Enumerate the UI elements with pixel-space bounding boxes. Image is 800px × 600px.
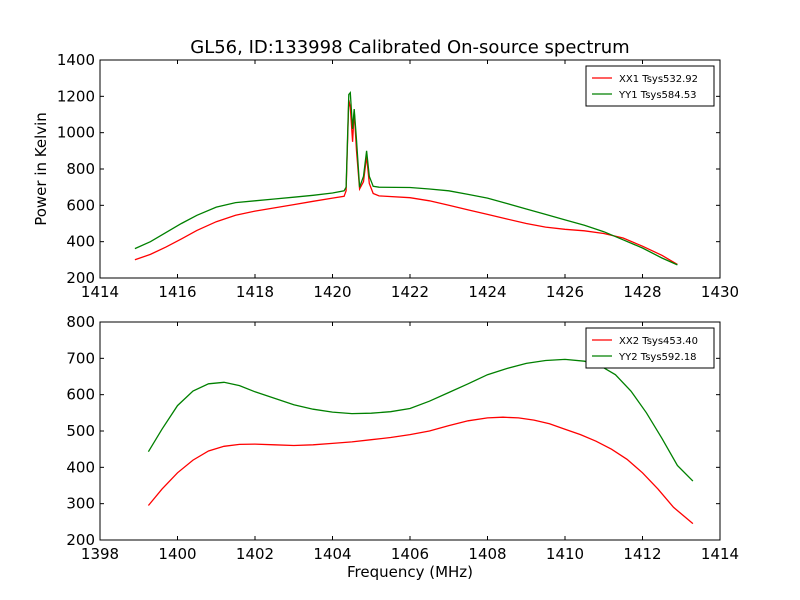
y-tick-label: 300	[66, 495, 95, 513]
x-axis-label: Frequency (MHz)	[347, 563, 473, 581]
x-tick-label: 1418	[236, 283, 274, 301]
x-tick-label: 1404	[313, 545, 351, 563]
x-tick-label: 1426	[546, 283, 584, 301]
legend: XX2 Tsys453.40 YY2 Tsys592.18	[585, 327, 715, 369]
x-tick-label: 1408	[468, 545, 506, 563]
legend-label: XX1 Tsys532.92	[619, 74, 698, 85]
y-tick-label: 600	[66, 196, 95, 214]
y-tick-label: 400	[66, 233, 95, 251]
y-tick-label: 200	[66, 531, 95, 549]
y-tick-label: 400	[66, 458, 95, 476]
x-tick-label: 1416	[158, 283, 196, 301]
series-line-1-2	[134, 91, 678, 266]
y-tick-label: 600	[66, 386, 95, 404]
x-tick-label: 1422	[391, 283, 429, 301]
bottom-panel: 1398 1400 1402 1404 1406 1408 1410 1412 1414 200 3…	[66, 313, 739, 563]
x-tick-label: 1414	[81, 283, 119, 301]
series-line-2-1	[147, 416, 694, 525]
legend-box	[585, 65, 715, 107]
series-line-1-1	[134, 99, 678, 265]
x-tick-label: 1400	[158, 545, 196, 563]
x-tick-label: 1402	[236, 545, 274, 563]
x-tick-label: 1420	[313, 283, 351, 301]
y-tick-label: 800	[66, 313, 95, 331]
y-tick-label: 200	[66, 269, 95, 287]
y-tick-label: 800	[66, 160, 95, 178]
y-tick-label: 1200	[57, 87, 95, 105]
legend-box	[585, 327, 715, 369]
x-tick-label: 1398	[81, 545, 119, 563]
x-tick-label: 1414	[701, 545, 739, 563]
x-tick-label: 1406	[391, 545, 429, 563]
y-tick-label: 1400	[57, 51, 95, 69]
x-tick-label: 1428	[623, 283, 661, 301]
y-tick-label: 1000	[57, 124, 95, 142]
y-tick-label: 700	[66, 349, 95, 367]
series-line-2-2	[147, 358, 694, 482]
legend-label: YY2 Tsys592.18	[618, 352, 697, 363]
y-axis-label: Power in Kelvin	[32, 112, 50, 226]
x-tick-label: 1410	[546, 545, 584, 563]
x-tick-label: 1424	[468, 283, 506, 301]
x-tick-label: 1412	[623, 545, 661, 563]
x-tick-label: 1430	[701, 283, 739, 301]
top-panel: 1414 1416 1418 1420 1422 1424 1426 1428 1430 200 4…	[57, 51, 739, 301]
chart-title: GL56, ID:133998 Calibrated On-source spe…	[190, 37, 629, 58]
legend: XX1 Tsys532.92 YY1 Tsys584.53	[585, 65, 715, 107]
y-tick-label: 500	[66, 422, 95, 440]
legend-label: XX2 Tsys453.40	[619, 336, 698, 347]
legend-label: YY1 Tsys584.53	[618, 90, 697, 101]
